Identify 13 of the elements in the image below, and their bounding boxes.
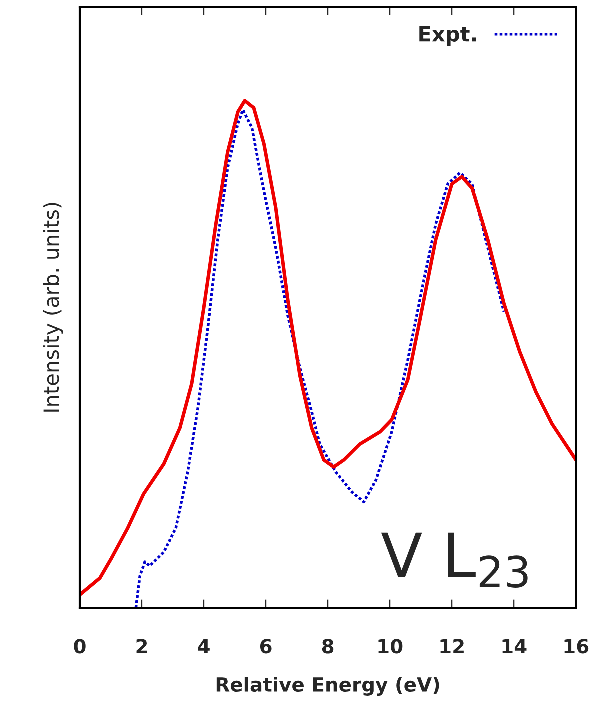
x-tick-label: 8 bbox=[322, 639, 334, 654]
x-tick-label: 4 bbox=[198, 639, 210, 654]
x-tick-label: 14 bbox=[502, 639, 527, 654]
x-tick-label: 2 bbox=[136, 639, 148, 654]
x-tick-label: 6 bbox=[260, 639, 272, 654]
x-tick-label: 16 bbox=[564, 639, 589, 654]
x-tick-label: 10 bbox=[378, 639, 403, 654]
legend-label: Expt. bbox=[420, 26, 476, 46]
annotation: V L$_{23}$ bbox=[381, 532, 528, 588]
y-axis-title: Intensity (arb. units) bbox=[43, 203, 64, 412]
x-tick-label: 12 bbox=[440, 639, 464, 654]
x-axis-title: Relative Energy (eV) bbox=[216, 676, 440, 696]
x-tick-label: 0 bbox=[74, 639, 86, 654]
